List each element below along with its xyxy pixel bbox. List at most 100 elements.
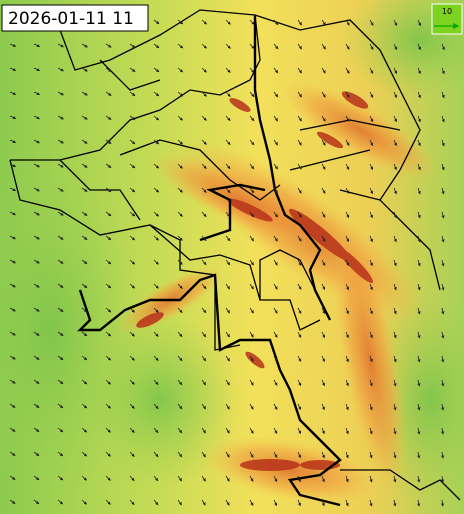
wind-arrow <box>297 187 302 194</box>
wind-arrow <box>249 19 255 25</box>
wind-arrow <box>393 355 397 363</box>
wind-arrow <box>297 403 302 411</box>
wind-arrow <box>225 235 231 242</box>
wind-arrow <box>369 499 373 507</box>
wind-arrow <box>57 427 64 433</box>
wind-arrow <box>249 211 255 218</box>
wind-arrow <box>249 283 254 290</box>
wind-arrow <box>273 67 279 74</box>
wind-arrow <box>441 307 445 315</box>
wind-arrow <box>153 283 159 289</box>
wind-arrow <box>201 19 207 25</box>
wind-arrow <box>345 139 350 147</box>
wind-arrow <box>441 43 445 51</box>
wind-arrow <box>177 235 183 241</box>
wind-arrow <box>81 355 88 361</box>
wind-arrow <box>393 43 398 51</box>
wind-arrow <box>273 187 278 194</box>
wind-arrow <box>417 427 421 435</box>
wind-arrow <box>225 403 230 410</box>
wind-arrow <box>81 163 88 168</box>
wind-arrow <box>441 211 445 219</box>
wind-arrow <box>441 187 445 195</box>
wind-arrow <box>297 67 302 74</box>
wind-arrow <box>369 379 373 387</box>
wind-arrow <box>9 307 16 312</box>
wind-arrow <box>249 235 254 242</box>
wind-arrow <box>321 19 326 26</box>
wind-arrow <box>345 235 350 243</box>
wind-arrow <box>177 67 184 73</box>
wind-arrow <box>297 139 302 146</box>
wind-arrow <box>393 163 397 171</box>
wind-arrow <box>393 307 397 315</box>
wind-arrow <box>417 67 421 75</box>
wind-arrow <box>177 43 184 49</box>
wind-arrow <box>369 235 373 243</box>
wind-arrow <box>369 91 374 99</box>
wind-arrow <box>441 403 445 411</box>
wind-arrow <box>393 67 398 75</box>
wind-arrow <box>345 379 349 387</box>
wind-arrow <box>249 403 254 410</box>
wind-arrow <box>57 139 64 144</box>
wind-arrow <box>297 283 302 290</box>
wind-arrow <box>57 355 64 361</box>
wind-arrow <box>81 331 88 337</box>
wind-arrow <box>33 403 40 408</box>
wind-arrow <box>297 475 301 483</box>
wind-arrow <box>249 331 254 338</box>
wind-arrow <box>225 187 231 194</box>
wind-arrow <box>57 43 65 48</box>
wind-arrow <box>225 259 231 266</box>
wind-arrow <box>81 67 88 72</box>
wind-arrow <box>249 91 255 98</box>
wind-arrow <box>321 283 326 291</box>
wind-arrow <box>57 451 64 457</box>
wind-arrow <box>273 19 279 26</box>
wind-arrow <box>105 43 112 48</box>
wind-arrow <box>33 355 40 360</box>
wind-arrow <box>225 211 231 218</box>
wind-arrow <box>441 115 445 123</box>
wind-arrow <box>201 331 207 338</box>
wind-arrow <box>9 43 17 47</box>
wind-arrow <box>369 331 373 339</box>
wind-arrow <box>393 499 397 507</box>
wind-arrow <box>273 331 278 338</box>
wind-arrow <box>321 163 326 170</box>
wind-arrow <box>9 139 17 144</box>
wind-arrow <box>321 211 326 218</box>
wind-arrow <box>417 259 421 267</box>
wind-arrow <box>33 211 40 216</box>
wind-arrow <box>225 163 231 170</box>
wind-arrow <box>105 259 112 265</box>
wind-arrow <box>369 67 374 75</box>
wind-arrow <box>249 163 255 170</box>
wind-arrow <box>225 139 231 146</box>
wind-arrow <box>369 211 373 219</box>
wind-arrow <box>225 43 231 49</box>
wind-arrow <box>129 139 136 145</box>
wind-arrow <box>369 451 373 459</box>
wind-arrow <box>201 355 207 362</box>
wind-arrow <box>393 331 397 339</box>
wind-arrow <box>177 283 183 289</box>
wind-arrow <box>345 91 350 98</box>
wind-arrow <box>441 163 445 171</box>
wind-arrow <box>33 427 40 432</box>
wind-arrow <box>441 283 445 291</box>
wind-arrow <box>81 451 88 457</box>
wind-arrow <box>129 427 135 433</box>
wind-arrow <box>177 355 183 362</box>
wind-arrow <box>177 163 183 169</box>
wind-arrow <box>441 379 445 387</box>
wind-arrow <box>321 451 325 459</box>
wind-arrow <box>153 139 160 145</box>
wind-arrow <box>369 259 373 267</box>
wind-arrow <box>273 499 278 507</box>
wind-arrow <box>33 451 40 457</box>
wind-arrow <box>345 43 350 50</box>
wind-arrow <box>81 115 88 120</box>
wind-arrow <box>153 499 159 506</box>
